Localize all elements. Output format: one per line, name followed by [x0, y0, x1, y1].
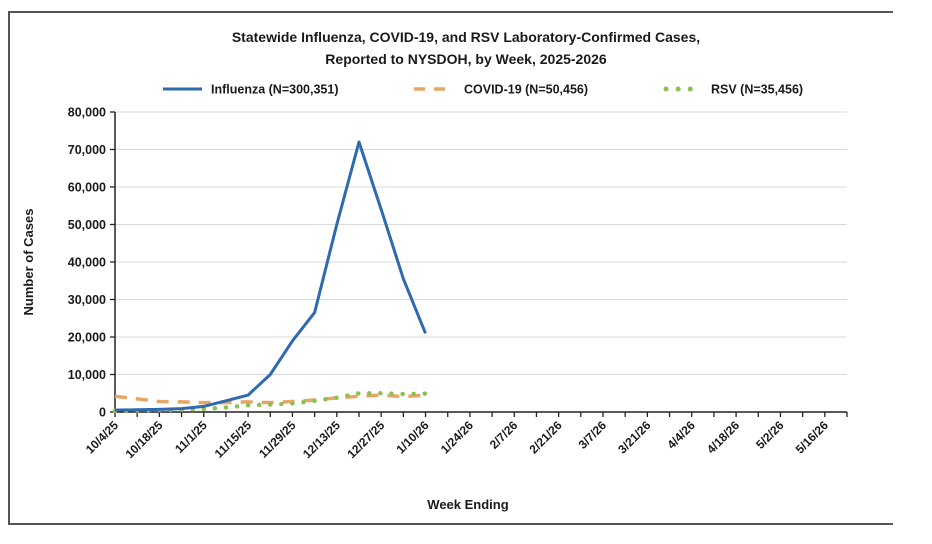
- x-axis-title: Week Ending: [427, 497, 508, 512]
- chart-frame: [8, 11, 893, 525]
- y-tick-label: 0: [99, 406, 106, 420]
- x-tick-label: 2/7/26: [487, 418, 521, 452]
- series-line-2: [112, 391, 428, 414]
- chart-title: Statewide Influenza, COVID-19, and RSV L…: [0, 26, 932, 70]
- chart-title-line1: Statewide Influenza, COVID-19, and RSV L…: [231, 29, 701, 45]
- legend-label: COVID-19 (N=50,456): [464, 83, 588, 97]
- x-tick-label: 4/4/26: [664, 418, 698, 452]
- x-tick-label: 11/1/25: [172, 418, 210, 456]
- x-tick-label: 11/29/25: [256, 418, 299, 461]
- x-tick-label: 12/27/25: [344, 418, 387, 461]
- series-line-1: [114, 393, 426, 405]
- y-tick-label: 80,000: [68, 106, 106, 120]
- y-tick-label: 20,000: [68, 331, 106, 345]
- legend-label: RSV (N=35,456): [711, 83, 803, 97]
- x-tick-label: 10/4/25: [83, 418, 121, 456]
- x-tick-label: 2/21/26: [527, 418, 565, 456]
- x-tick-label: 4/18/26: [704, 418, 742, 456]
- x-tick-label: 12/13/25: [300, 418, 343, 461]
- x-tick-label: 11/15/25: [212, 418, 255, 461]
- x-tick-label: 1/10/26: [393, 418, 431, 456]
- x-tick-label: 1/24/26: [438, 418, 476, 456]
- x-tick-label: 5/2/26: [753, 418, 787, 452]
- x-tick-label: 5/16/26: [793, 418, 831, 456]
- legend-label: Influenza (N=300,351): [211, 83, 338, 97]
- chart-title-line2: Reported to NYSDOH, by Week, 2025-2026: [325, 51, 607, 67]
- series-line-0: [114, 140, 427, 412]
- y-tick-label: 50,000: [68, 218, 106, 232]
- y-tick-label: 70,000: [68, 143, 106, 157]
- y-tick-label: 40,000: [68, 256, 106, 270]
- x-tick-label: 3/7/26: [576, 418, 610, 452]
- x-tick-label: 10/18/25: [123, 418, 166, 461]
- y-tick-label: 10,000: [68, 368, 106, 382]
- y-axis-title: Number of Cases: [21, 209, 36, 316]
- x-tick-label: 3/21/26: [615, 418, 653, 456]
- y-tick-label: 60,000: [68, 181, 106, 195]
- y-tick-label: 30,000: [68, 293, 106, 307]
